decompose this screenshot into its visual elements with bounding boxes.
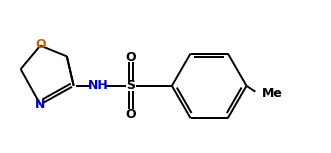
Text: Me: Me <box>262 87 283 100</box>
Text: NH: NH <box>88 79 109 92</box>
Text: O: O <box>125 51 136 64</box>
Text: N: N <box>35 98 45 111</box>
Text: O: O <box>35 38 46 51</box>
Text: S: S <box>126 79 135 92</box>
Text: O: O <box>125 108 136 121</box>
